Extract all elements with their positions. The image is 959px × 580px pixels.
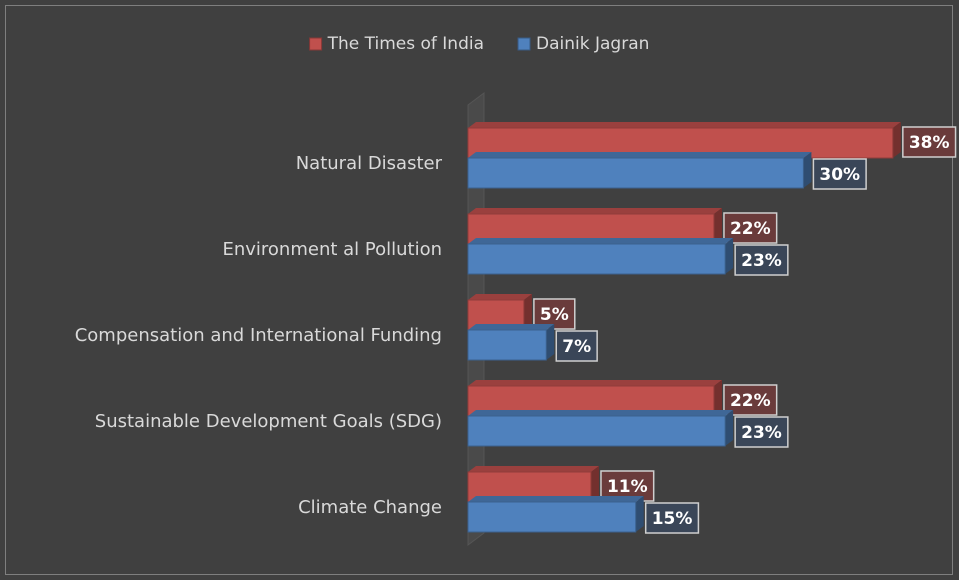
bar	[467, 243, 726, 275]
bar-side	[523, 294, 532, 330]
bar-side	[725, 410, 734, 446]
bar	[467, 329, 547, 361]
bar-side	[546, 324, 555, 360]
data-label-box	[734, 244, 789, 276]
data-label-text: 22%	[730, 219, 771, 239]
data-label: 23%	[734, 244, 789, 276]
category-label: Compensation and International Funding	[75, 325, 442, 346]
legend-swatch	[517, 37, 531, 51]
data-label: 30%	[812, 158, 867, 190]
data-label-box	[902, 126, 957, 158]
legend-label: Dainik Jagran	[536, 34, 649, 54]
bar-side	[635, 496, 644, 532]
bar-top	[468, 380, 722, 386]
bar	[467, 501, 637, 533]
data-label-box	[555, 330, 598, 362]
data-label-text: 5%	[540, 305, 569, 325]
data-label-text: 38%	[909, 133, 950, 153]
category-label: Natural Disaster	[296, 153, 443, 174]
bar-side	[892, 122, 901, 158]
bar	[467, 157, 804, 189]
legend-swatch	[309, 37, 323, 51]
data-label-text: 23%	[741, 251, 782, 271]
bar-top	[468, 410, 734, 416]
data-label: 15%	[644, 502, 700, 534]
data-label-text: 15%	[652, 509, 693, 529]
bar-side	[590, 466, 599, 502]
bar-top	[468, 496, 644, 502]
bar-top	[468, 122, 901, 128]
bar-side	[725, 238, 734, 274]
data-label-text: 7%	[562, 337, 591, 357]
bar-side	[713, 208, 722, 244]
data-label-text: 11%	[607, 477, 648, 497]
data-label: 7%	[555, 330, 598, 362]
category-label: Sustainable Development Goals (SDG)	[95, 411, 442, 432]
bar-top	[468, 208, 722, 214]
data-label-text: 22%	[730, 391, 771, 411]
category-label: Climate Change	[298, 497, 442, 518]
bar-side	[803, 152, 812, 188]
bar	[467, 415, 726, 447]
data-label: 23%	[734, 416, 789, 448]
bar-top	[468, 466, 599, 472]
bar-top	[468, 294, 532, 300]
bar-top	[468, 152, 812, 158]
bar-side	[713, 380, 722, 416]
data-label-text: 30%	[819, 165, 860, 185]
data-label: 38%	[902, 126, 957, 158]
bar-top	[468, 238, 734, 244]
data-label-box	[812, 158, 867, 190]
category-label: Environment al Pollution	[222, 239, 442, 260]
data-label-text: 23%	[741, 423, 782, 443]
data-label-box	[734, 416, 789, 448]
legend-label: The Times of India	[327, 34, 484, 54]
data-label-box	[644, 502, 700, 534]
bar-top	[468, 324, 555, 330]
